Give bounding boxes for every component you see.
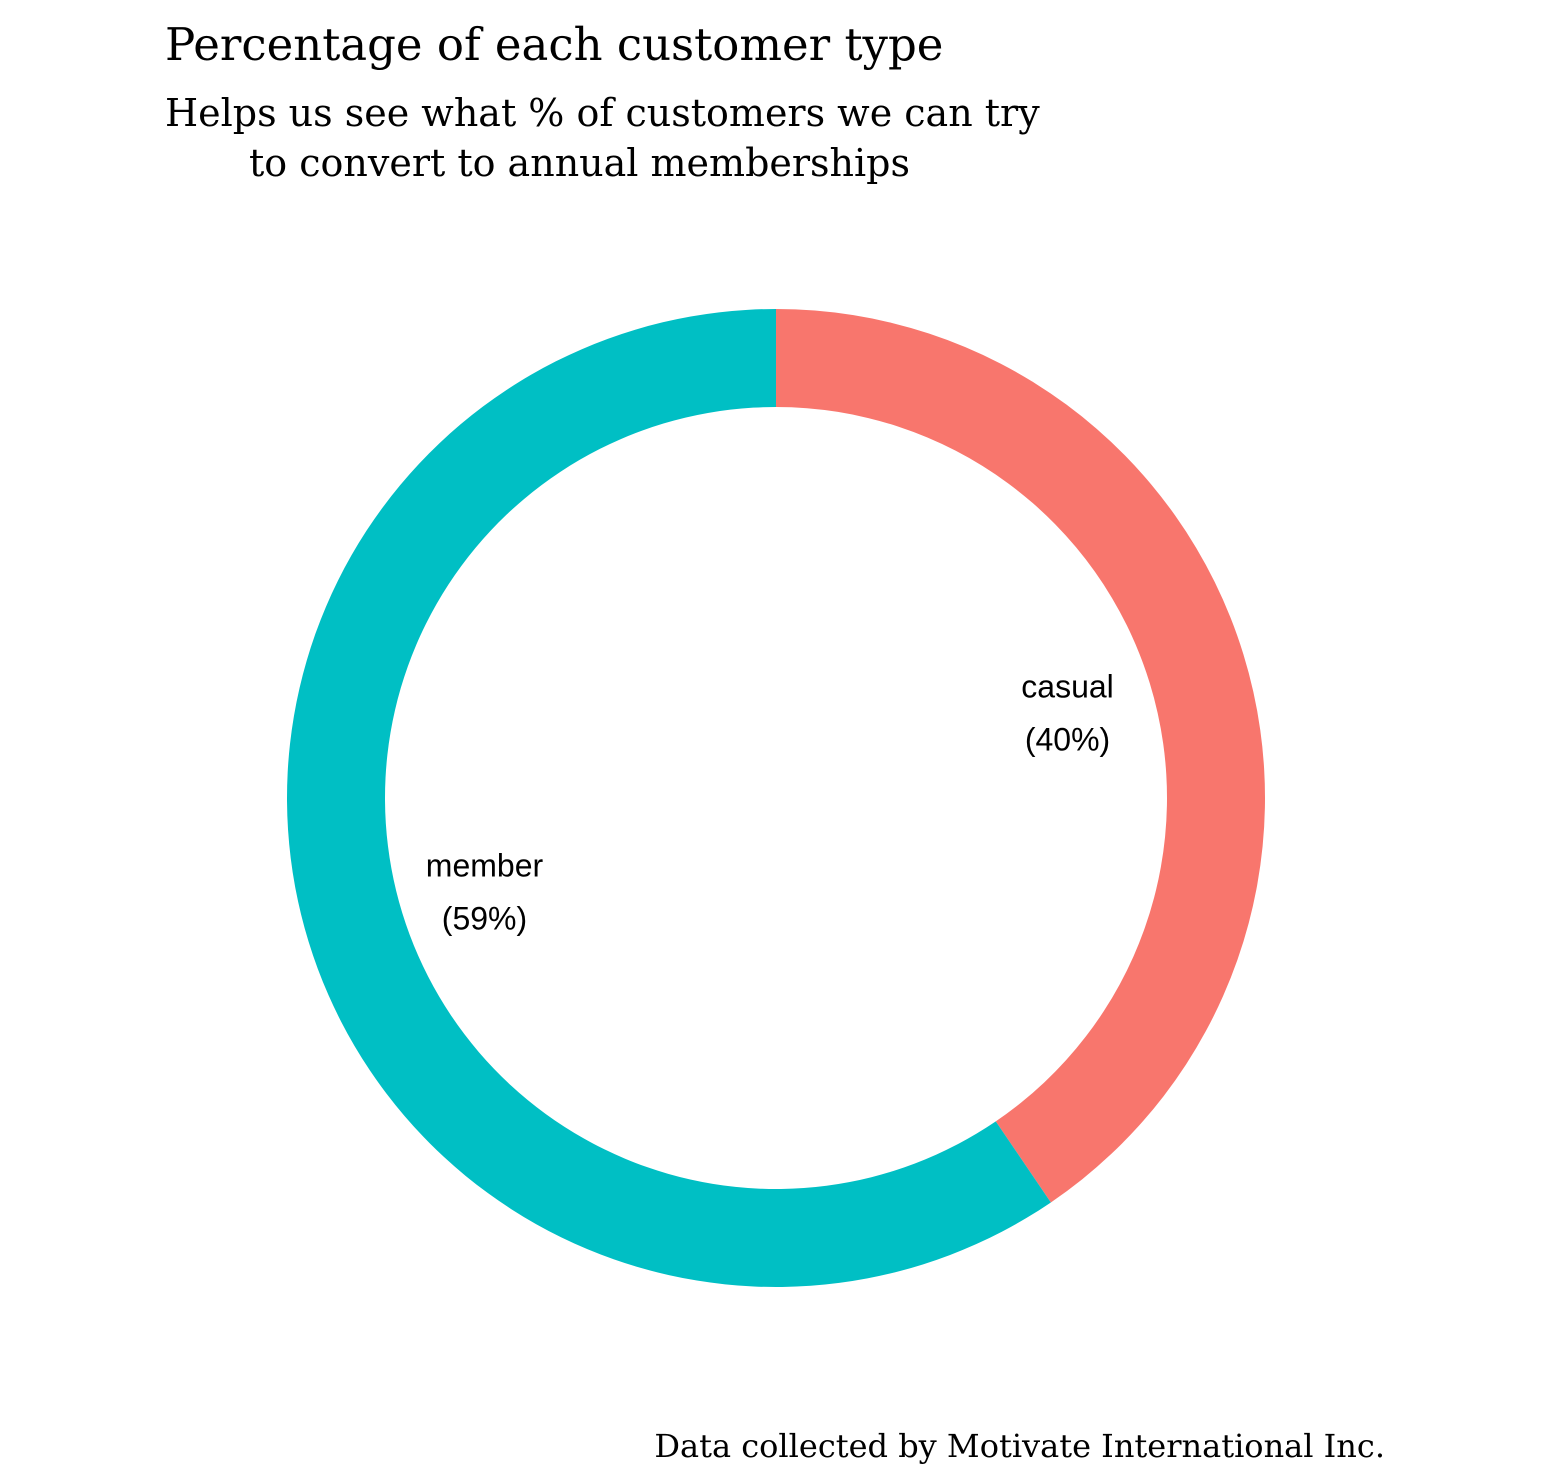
slice-label-casual: casual (40%) (1021, 668, 1114, 757)
slice-casual (776, 309, 1265, 1203)
slice-label-member: member (59%) (426, 848, 544, 937)
slice-member (286, 309, 1051, 1287)
slice-label-percent-casual: (40%) (1025, 721, 1110, 757)
slice-label-percent-member: (59%) (442, 901, 527, 937)
donut-labels: casual (40%) member (59%) (426, 668, 1114, 936)
chart-caption: Data collected by Motivate International… (654, 1427, 1385, 1465)
slice-label-name-casual: casual (1021, 668, 1114, 704)
donut-slices (286, 309, 1265, 1287)
chart-subtitle: Helps us see what % of customers we can … (165, 88, 1040, 188)
slice-label-name-member: member (426, 848, 544, 884)
chart-subtitle-line-2: to convert to annual memberships (249, 141, 911, 185)
chart-subtitle-line-1: Helps us see what % of customers we can … (165, 91, 1040, 135)
chart-title: Percentage of each customer type (165, 18, 944, 71)
